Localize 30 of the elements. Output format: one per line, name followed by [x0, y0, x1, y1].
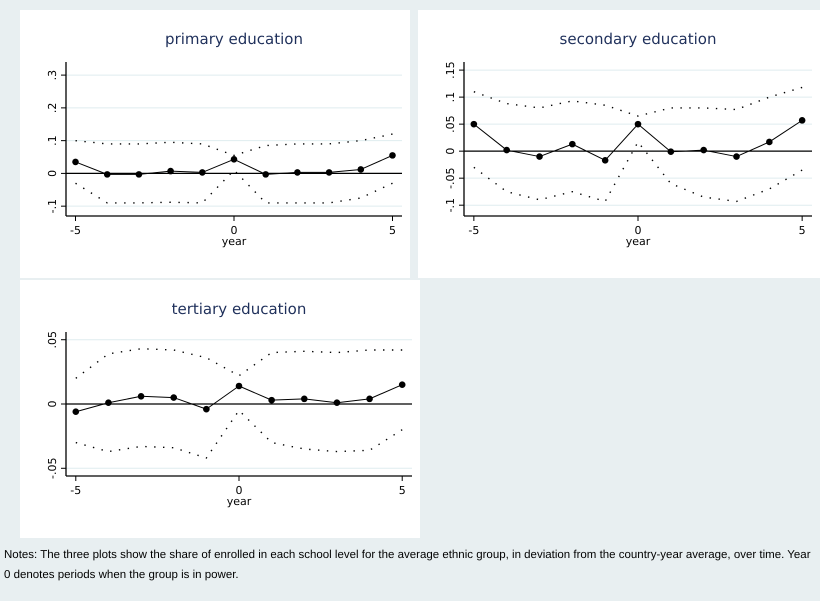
x-tick-label: 5	[398, 484, 406, 497]
y-tick-label: .05	[444, 115, 457, 133]
chart-title: primary education	[165, 30, 303, 48]
x-axis-title: year	[222, 235, 247, 248]
x-tick-label: 0	[230, 224, 238, 237]
y-tick-label: -.05	[444, 167, 457, 189]
y-tick-label: 0	[444, 148, 457, 155]
text: Notes: The three plots show the share of enrolled in each school level for the average ethnic group, in deviation from the country-year average, over time. Year 0 denotes periods when the group is in power.	[4, 548, 812, 583]
x-tick-label: 0	[634, 224, 642, 237]
y-tick-label: -.05	[46, 458, 59, 480]
y-tick-label: .1	[46, 135, 59, 146]
y-tick-label: 0	[46, 400, 59, 408]
y-tick-label: .15	[444, 61, 457, 79]
y-tick-label: .05	[46, 330, 59, 348]
y-tick-label: .3	[46, 70, 59, 80]
x-axis-title: year	[226, 495, 252, 508]
x-axis-title: year	[626, 235, 651, 248]
x-tick-label: -5	[70, 224, 81, 237]
y-tick-label: -.1	[46, 198, 59, 214]
x-tick-label: -5	[70, 484, 82, 497]
y-tick-label: 0	[46, 170, 59, 177]
y-tick-label: .2	[46, 102, 59, 114]
y-tick-label: -.1	[444, 198, 457, 212]
chart-title: tertiary education	[172, 300, 306, 318]
x-tick-label: 0	[236, 484, 242, 497]
chart-title: secondary education	[560, 30, 716, 48]
x-tick-label: 5	[798, 224, 806, 237]
y-tick-label: .1	[444, 92, 457, 102]
x-tick-label: 5	[388, 224, 396, 237]
x-tick-label: -5	[468, 224, 480, 237]
